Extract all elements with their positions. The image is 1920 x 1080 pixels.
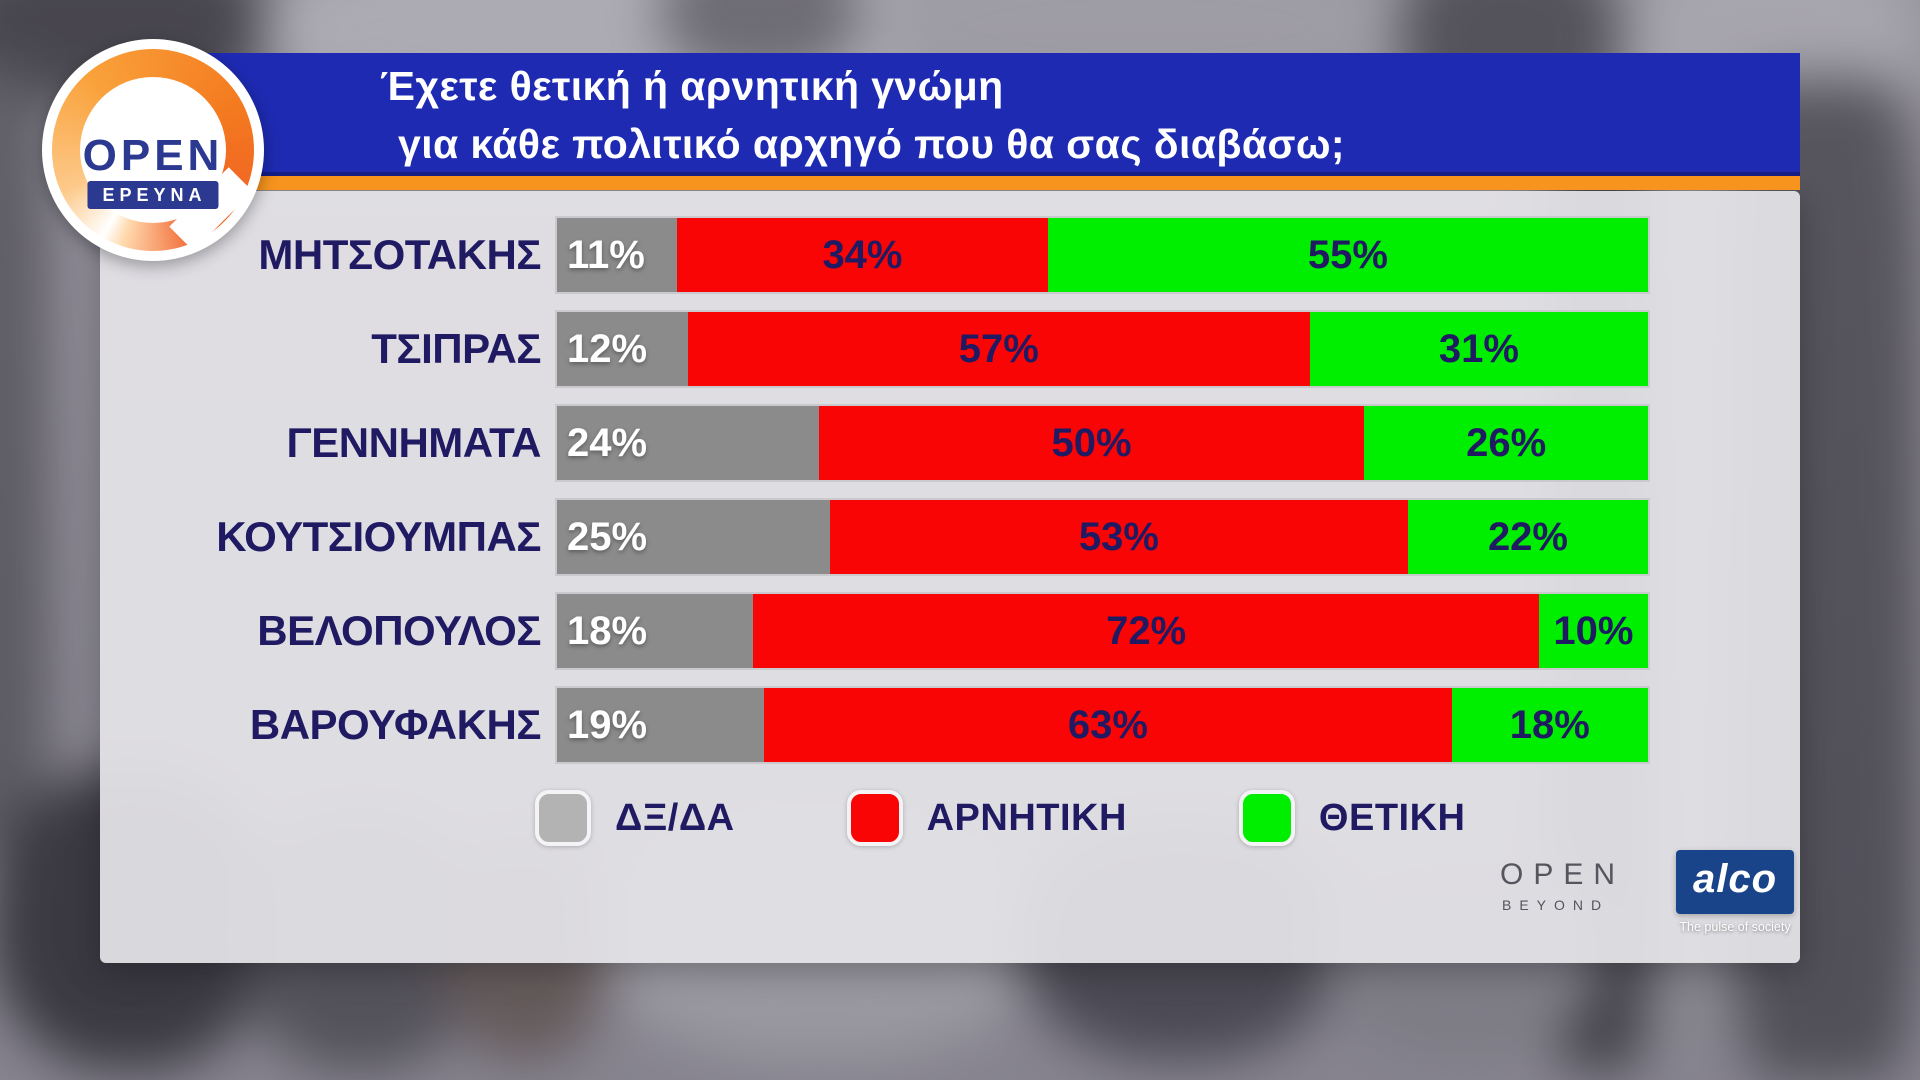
chart-row: ΤΣΙΠΡΑΣ 12% 57% 31% — [120, 310, 1650, 388]
value-label-dxda: 25% — [567, 514, 648, 559]
logo-sub-label: ΕΡΕΥΝΑ — [87, 181, 219, 209]
chart-row: ΜΗΤΣΟΤΑΚΗΣ 11% 34% 55% — [120, 216, 1650, 294]
bar-segment-arnitiki: 57% — [687, 312, 1310, 386]
bar-segment-arnitiki: 63% — [764, 688, 1452, 762]
chart-row: ΒΑΡΟΥΦΑΚΗΣ 19% 63% 18% — [120, 686, 1650, 764]
banner-orange-underline — [205, 176, 1800, 190]
value-label-dxda: 19% — [567, 702, 648, 747]
bar-segment-dxda: 18% — [557, 594, 754, 668]
candidate-label: ΚΟΥΤΣΙΟΥΜΠΑΣ — [216, 513, 541, 560]
alco-logo-text: alco — [1692, 856, 1778, 901]
legend-item-dxda: ΔΞ/ΔΑ — [535, 790, 735, 846]
value-label-dxda: 11% — [567, 232, 645, 277]
bar-segment-thetiki: 22% — [1407, 500, 1648, 574]
legend-swatch-arnitiki — [846, 790, 903, 846]
legend-item-thetiki: ΘΕΤΙΚΗ — [1238, 790, 1466, 846]
value-label-thetiki: 31% — [1438, 326, 1519, 371]
bar-segment-arnitiki: 34% — [677, 218, 1048, 292]
candidate-label: ΒΑΡΟΥΦΑΚΗΣ — [249, 701, 542, 748]
bar-rows: ΜΗΤΣΟΤΑΚΗΣ 11% 34% 55% ΤΣΙΠΡΑΣ 12% 57% 31% ΓΕΝΝΗ… — [120, 216, 1650, 780]
chart-row: ΒΕΛΟΠΟΥΛΟΣ 18% 72% 10% — [120, 592, 1650, 670]
candidate-label: ΤΣΙΠΡΑΣ — [371, 325, 541, 372]
legend-label-dxda: ΔΞ/ΔΑ — [615, 796, 735, 839]
chart-legend: ΔΞ/ΔΑ ΑΡΝΗΤΙΚΗ ΘΕΤΙΚΗ — [535, 790, 1465, 846]
chart-row: ΓΕΝΝΗΜΑΤΑ 24% 50% 26% — [120, 404, 1650, 482]
bar-segment-arnitiki: 50% — [818, 406, 1365, 480]
value-label-arnitiki: 50% — [1051, 420, 1132, 465]
logo-brand-text: OPEN — [82, 131, 224, 180]
legend-swatch-dxda — [535, 790, 591, 846]
stacked-bar: 19% 63% 18% — [555, 686, 1650, 764]
value-label-dxda: 18% — [567, 608, 648, 653]
question-banner: Έχετε θετική ή αρνητική γνώμη για κάθε π… — [205, 53, 1800, 176]
question-line-1: Έχετε θετική ή αρνητική γνώμη — [380, 63, 1004, 109]
stacked-bar: 18% 72% 10% — [555, 592, 1650, 670]
value-label-arnitiki: 63% — [1067, 702, 1148, 747]
legend-item-arnitiki: ΑΡΝΗΤΙΚΗ — [846, 790, 1127, 846]
watermark-open-text: OPEN — [1500, 858, 1626, 891]
value-label-thetiki: 10% — [1553, 608, 1634, 653]
open-ereuna-logo: OPEN ΕΡΕΥΝΑ — [42, 39, 264, 261]
value-label-dxda: 12% — [567, 326, 648, 371]
alco-logo-box: alco — [1676, 850, 1794, 914]
bar-segment-dxda: 25% — [557, 500, 830, 574]
open-beyond-watermark: OPEN BEYOND — [1500, 858, 1625, 913]
stacked-bar: 12% 57% 31% — [555, 310, 1650, 388]
value-label-arnitiki: 53% — [1078, 514, 1159, 559]
stacked-bar: 11% 34% 55% — [555, 216, 1650, 294]
alco-logo: alco The pulse of society — [1676, 850, 1794, 934]
bar-segment-dxda: 12% — [557, 312, 688, 386]
candidate-label: ΒΕΛΟΠΟΥΛΟΣ — [257, 607, 541, 654]
value-label-arnitiki: 57% — [958, 326, 1039, 371]
candidate-label: ΓΕΝΝΗΜΑΤΑ — [286, 419, 542, 466]
candidate-label: ΜΗΤΣΟΤΑΚΗΣ — [258, 231, 541, 278]
bar-segment-thetiki: 31% — [1309, 312, 1648, 386]
legend-label-arnitiki: ΑΡΝΗΤΙΚΗ — [926, 796, 1127, 839]
stacked-bar: 24% 50% 26% — [555, 404, 1650, 482]
value-label-thetiki: 55% — [1307, 232, 1388, 277]
bar-segment-thetiki: 18% — [1451, 688, 1648, 762]
bar-segment-dxda: 11% — [557, 218, 677, 292]
watermark-beyond-text: BEYOND — [1502, 897, 1610, 913]
value-label-arnitiki: 34% — [822, 232, 903, 277]
bg-blob — [0, 70, 50, 850]
value-label-arnitiki: 72% — [1106, 608, 1187, 653]
value-label-thetiki: 26% — [1466, 420, 1547, 465]
value-label-thetiki: 18% — [1509, 702, 1590, 747]
bar-segment-arnitiki: 72% — [753, 594, 1539, 668]
alco-tagline: The pulse of society — [1679, 920, 1791, 934]
legend-label-thetiki: ΘΕΤΙΚΗ — [1318, 796, 1466, 839]
bar-segment-thetiki: 10% — [1538, 594, 1648, 668]
bar-segment-arnitiki: 53% — [829, 500, 1408, 574]
bar-segment-dxda: 24% — [557, 406, 819, 480]
question-line-2: για κάθε πολιτικό αρχηγό που θα σας διαβ… — [398, 121, 1345, 167]
bar-segment-thetiki: 55% — [1047, 218, 1648, 292]
stacked-bar: 25% 53% 22% — [555, 498, 1650, 576]
bar-segment-thetiki: 26% — [1364, 406, 1648, 480]
bar-segment-dxda: 19% — [557, 688, 765, 762]
value-label-thetiki: 22% — [1487, 514, 1568, 559]
value-label-dxda: 24% — [567, 420, 648, 465]
chart-row: ΚΟΥΤΣΙΟΥΜΠΑΣ 25% 53% 22% — [120, 498, 1650, 576]
legend-swatch-thetiki — [1238, 790, 1295, 846]
